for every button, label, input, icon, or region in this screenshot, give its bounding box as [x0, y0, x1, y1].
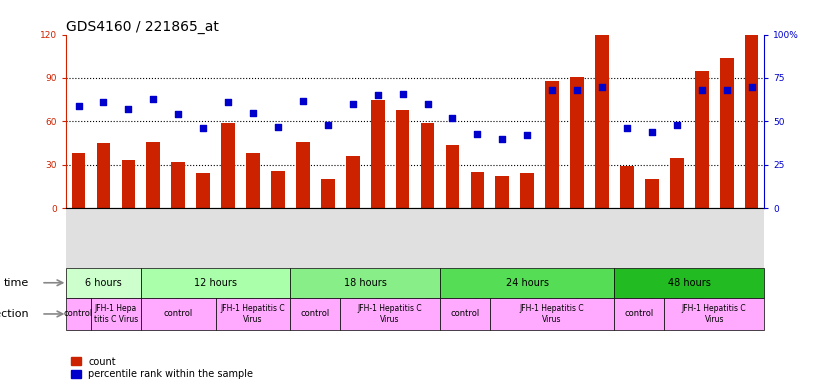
Point [72, 103, 85, 109]
Bar [396, 110, 410, 208]
Point [745, 84, 758, 90]
Point [371, 92, 384, 98]
Point [321, 122, 335, 128]
Bar [271, 170, 285, 208]
Point [571, 87, 584, 93]
Bar [216, 298, 291, 330]
Point [246, 109, 259, 116]
Bar [496, 176, 509, 208]
Bar [445, 144, 459, 208]
Point [297, 98, 310, 104]
Text: infection: infection [0, 309, 29, 319]
Point [446, 115, 459, 121]
Point [421, 101, 434, 107]
Bar [440, 298, 490, 330]
Bar [346, 156, 359, 208]
Point [272, 124, 285, 130]
Point [545, 87, 558, 93]
Bar [296, 142, 310, 208]
Bar [172, 162, 185, 208]
Text: 6 hours: 6 hours [85, 278, 122, 288]
Text: control: control [301, 310, 330, 318]
Point [620, 125, 634, 131]
Point [720, 87, 733, 93]
Bar [221, 123, 235, 208]
Bar [440, 268, 615, 298]
Bar [664, 298, 764, 330]
Point [172, 111, 185, 118]
Legend: count, percentile rank within the sample: count, percentile rank within the sample [71, 357, 254, 379]
Bar [545, 81, 559, 208]
Bar [371, 100, 385, 208]
Bar [471, 172, 484, 208]
Text: time: time [3, 278, 29, 288]
Text: JFH-1 Hepatitis C
Virus: JFH-1 Hepatitis C Virus [520, 304, 585, 324]
Text: JFH-1 Hepatitis C
Virus: JFH-1 Hepatitis C Virus [358, 304, 422, 324]
Point [596, 84, 609, 90]
Bar [141, 268, 291, 298]
Text: JFH-1 Hepatitis C
Virus: JFH-1 Hepatitis C Virus [682, 304, 747, 324]
Point [221, 99, 235, 105]
Point [695, 87, 709, 93]
Bar [490, 298, 615, 330]
Point [396, 91, 409, 97]
Text: GDS4160 / 221865_at: GDS4160 / 221865_at [66, 20, 219, 33]
Bar [520, 174, 534, 208]
Bar [420, 123, 434, 208]
Bar [291, 268, 440, 298]
Bar [745, 35, 758, 208]
Bar [66, 298, 91, 330]
Bar [66, 268, 141, 298]
Point [471, 131, 484, 137]
Text: control: control [450, 310, 480, 318]
Text: JFH-1 Hepa
titis C Virus: JFH-1 Hepa titis C Virus [94, 304, 138, 324]
Text: control: control [64, 310, 93, 318]
Bar [596, 35, 609, 208]
Text: 48 hours: 48 hours [668, 278, 710, 288]
Point [147, 96, 160, 102]
Bar [146, 142, 160, 208]
Bar [91, 298, 141, 330]
Text: control: control [164, 310, 193, 318]
Bar [321, 179, 335, 208]
Bar [615, 268, 764, 298]
Bar [615, 298, 664, 330]
Bar [121, 161, 135, 208]
Bar [72, 153, 85, 208]
Bar [246, 153, 260, 208]
Point [97, 99, 110, 105]
Bar [291, 298, 340, 330]
Bar [620, 166, 634, 208]
Point [496, 136, 509, 142]
Text: 12 hours: 12 hours [194, 278, 237, 288]
Point [520, 132, 534, 138]
Text: 18 hours: 18 hours [344, 278, 387, 288]
Bar [670, 157, 684, 208]
Bar [97, 143, 111, 208]
Text: JFH-1 Hepatitis C
Virus: JFH-1 Hepatitis C Virus [221, 304, 285, 324]
Point [121, 106, 135, 112]
Text: control: control [624, 310, 654, 318]
Bar [570, 76, 584, 208]
Bar [695, 71, 709, 208]
Point [670, 122, 683, 128]
Bar [141, 298, 216, 330]
Point [645, 129, 658, 135]
Point [346, 101, 359, 107]
Bar [340, 298, 440, 330]
Bar [197, 174, 210, 208]
Bar [645, 179, 658, 208]
Bar [719, 58, 733, 208]
Point [197, 125, 210, 131]
Text: 24 hours: 24 hours [506, 278, 548, 288]
